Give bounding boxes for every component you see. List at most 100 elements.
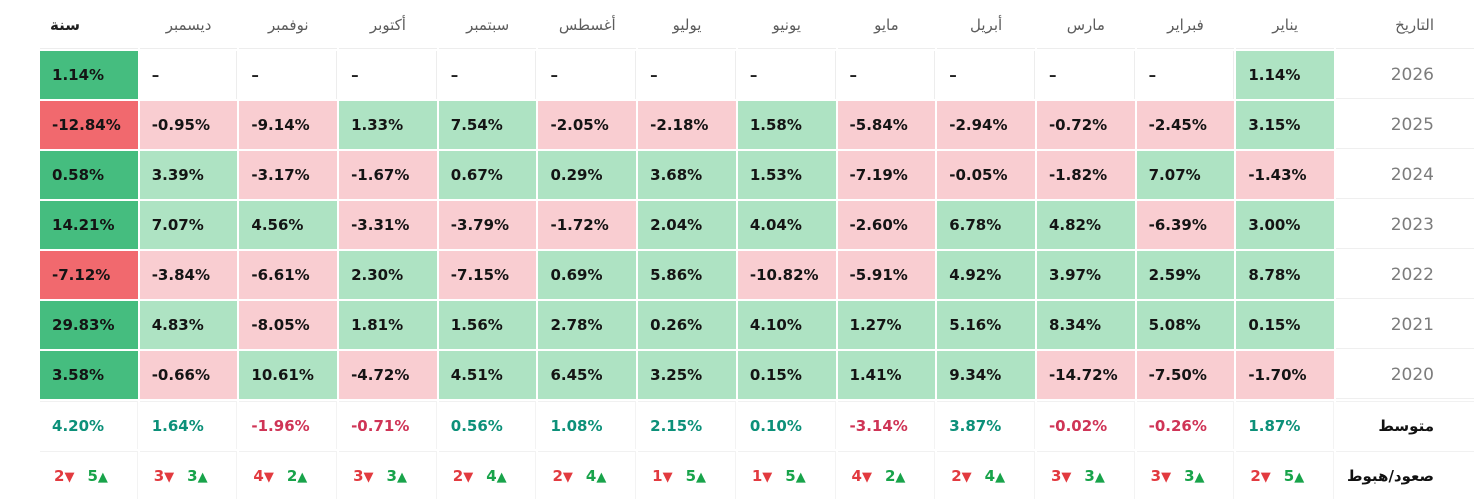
up-arrow-icon: ▲ [995,469,1006,485]
average-cell: -1.96% [239,401,338,449]
down-arrow-icon: ▼ [662,469,673,485]
down-arrow-icon: ▼ [1161,469,1172,485]
down-arrow-icon: ▼ [861,469,872,485]
up-count: 2▲ [884,466,906,485]
average-label: متوسط [1336,401,1474,449]
up-count: 4▲ [486,466,507,485]
return-cell: 4.83% [139,301,238,349]
up-arrow-icon: ▲ [97,469,108,485]
month-header: مايو [837,1,936,49]
average-cell: 0.10% [737,401,836,449]
return-cell-empty: – [737,51,836,99]
return-cell: 8.34% [1036,301,1135,349]
average-cell: 1.64% [139,401,238,449]
up-arrow-icon: ▲ [396,469,407,485]
year-label: 2020 [1336,351,1474,399]
year-label: 2026 [1336,51,1474,99]
return-cell: -10.82% [737,251,836,299]
year-label: 2021 [1336,301,1474,349]
updown-cell: 2▼ 5▲ [40,451,138,499]
average-cell: -3.14% [837,401,936,449]
return-cell: -12.84% [40,101,138,149]
return-cell: 2.30% [339,251,437,299]
return-cell: -1.72% [538,201,637,249]
updown-cell: 2▼ 4▲ [538,451,637,499]
down-count: 3▼ [153,466,175,485]
return-cell: 2.78% [538,301,637,349]
return-cell: -1.43% [1236,151,1334,199]
return-cell: -0.05% [937,151,1035,199]
up-arrow-icon: ▲ [596,469,607,485]
return-cell: 0.29% [538,151,637,199]
down-count: 4▼ [851,466,872,485]
average-cell: 4.20% [40,401,138,449]
up-count: 4▲ [585,466,607,485]
down-arrow-icon: ▼ [1061,469,1072,485]
down-count: 3▼ [1050,466,1072,485]
return-cell: -1.82% [1036,151,1135,199]
updown-cell: 4▼ 2▲ [837,451,936,499]
return-cell-empty: – [638,51,736,99]
return-cell: -6.61% [239,251,338,299]
average-cell: -0.71% [339,401,437,449]
return-cell: -7.15% [438,251,537,299]
up-count: 5▲ [1283,466,1305,485]
down-count: 2▼ [452,466,474,485]
up-arrow-icon: ▲ [696,469,707,485]
updown-cell: 2▼ 4▲ [937,451,1035,499]
updown-cell: 2▼ 4▲ [438,451,537,499]
return-cell: -2.18% [638,101,736,149]
return-cell: -2.05% [538,101,637,149]
return-cell: -4.72% [339,351,437,399]
return-cell: 1.14% [40,51,138,99]
return-cell: -3.79% [438,201,537,249]
month-header: أكتوبر [339,1,437,49]
updown-cell: 1▼ 5▲ [638,451,736,499]
month-header: يناير [1236,1,1334,49]
return-cell: 2.04% [638,201,736,249]
up-arrow-icon: ▲ [496,469,507,485]
average-cell: 1.08% [538,401,637,449]
down-arrow-icon: ▼ [463,469,474,485]
return-cell-empty: – [139,51,238,99]
return-cell-empty: – [239,51,338,99]
return-cell: -3.84% [139,251,238,299]
return-cell: 3.68% [638,151,736,199]
down-arrow-icon: ▼ [164,469,175,485]
up-arrow-icon: ▲ [1294,469,1305,485]
return-cell: 3.15% [1236,101,1334,149]
updown-cell: 4▼ 2▲ [239,451,338,499]
return-cell: 5.16% [937,301,1035,349]
year-label: 2025 [1336,101,1474,149]
return-cell: 4.51% [438,351,537,399]
return-cell: 1.41% [837,351,936,399]
date-header: التاريخ [1336,1,1474,49]
return-cell: 3.39% [139,151,238,199]
return-cell: -7.50% [1136,351,1235,399]
return-cell: -1.70% [1236,351,1334,399]
down-arrow-icon: ▼ [263,469,274,485]
average-cell: 3.87% [937,401,1035,449]
return-cell: 4.10% [737,301,836,349]
up-arrow-icon: ▲ [895,469,906,485]
return-cell: -2.45% [1136,101,1235,149]
return-cell: -2.60% [837,201,936,249]
year-total-header: سنة [40,1,138,49]
updown-label: صعود/هبوط [1336,451,1474,499]
return-cell-empty: – [837,51,936,99]
average-cell: -0.26% [1136,401,1235,449]
average-cell: 0.56% [438,401,537,449]
up-arrow-icon: ▲ [197,469,208,485]
up-count: 5▲ [685,466,707,485]
return-cell-empty: – [1136,51,1235,99]
month-header: فبراير [1136,1,1235,49]
average-cell: 1.87% [1236,401,1334,449]
return-cell: 0.26% [638,301,736,349]
return-cell: 0.69% [538,251,637,299]
return-cell: 0.67% [438,151,537,199]
return-cell: 1.58% [737,101,836,149]
return-cell: 7.54% [438,101,537,149]
down-count: 1▼ [751,466,773,485]
month-header: أغسطس [538,1,637,49]
average-cell: 2.15% [638,401,736,449]
